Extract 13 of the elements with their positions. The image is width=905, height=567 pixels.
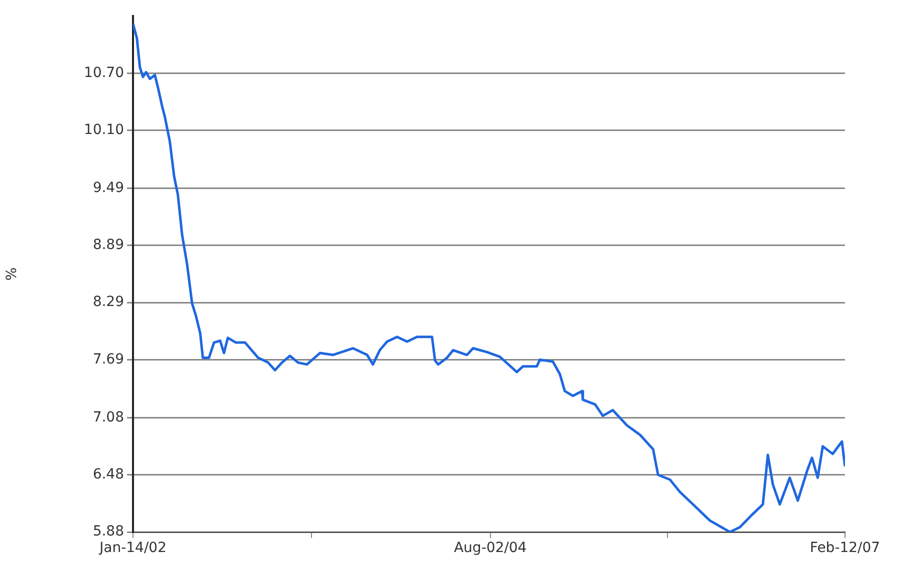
y-tick-label: 7.08 xyxy=(92,409,124,426)
y-tick-label: 10.10 xyxy=(84,122,124,138)
y-axis-title: % xyxy=(4,267,20,281)
x-tick-label: Feb-12/07 xyxy=(810,540,880,556)
y-tick-label: 8.89 xyxy=(92,237,124,254)
x-tick-label: Jan-14/02 xyxy=(98,540,166,556)
y-tick-label: 5.88 xyxy=(92,524,124,540)
y-tick-label: 9.49 xyxy=(92,180,124,196)
y-tick-label: 10.70 xyxy=(84,64,124,81)
y-tick-label: 7.69 xyxy=(92,351,124,368)
y-tick-label: 8.29 xyxy=(92,294,124,310)
x-tick-label: Aug-02/04 xyxy=(454,540,527,556)
y-tick-label: 6.48 xyxy=(92,466,124,483)
